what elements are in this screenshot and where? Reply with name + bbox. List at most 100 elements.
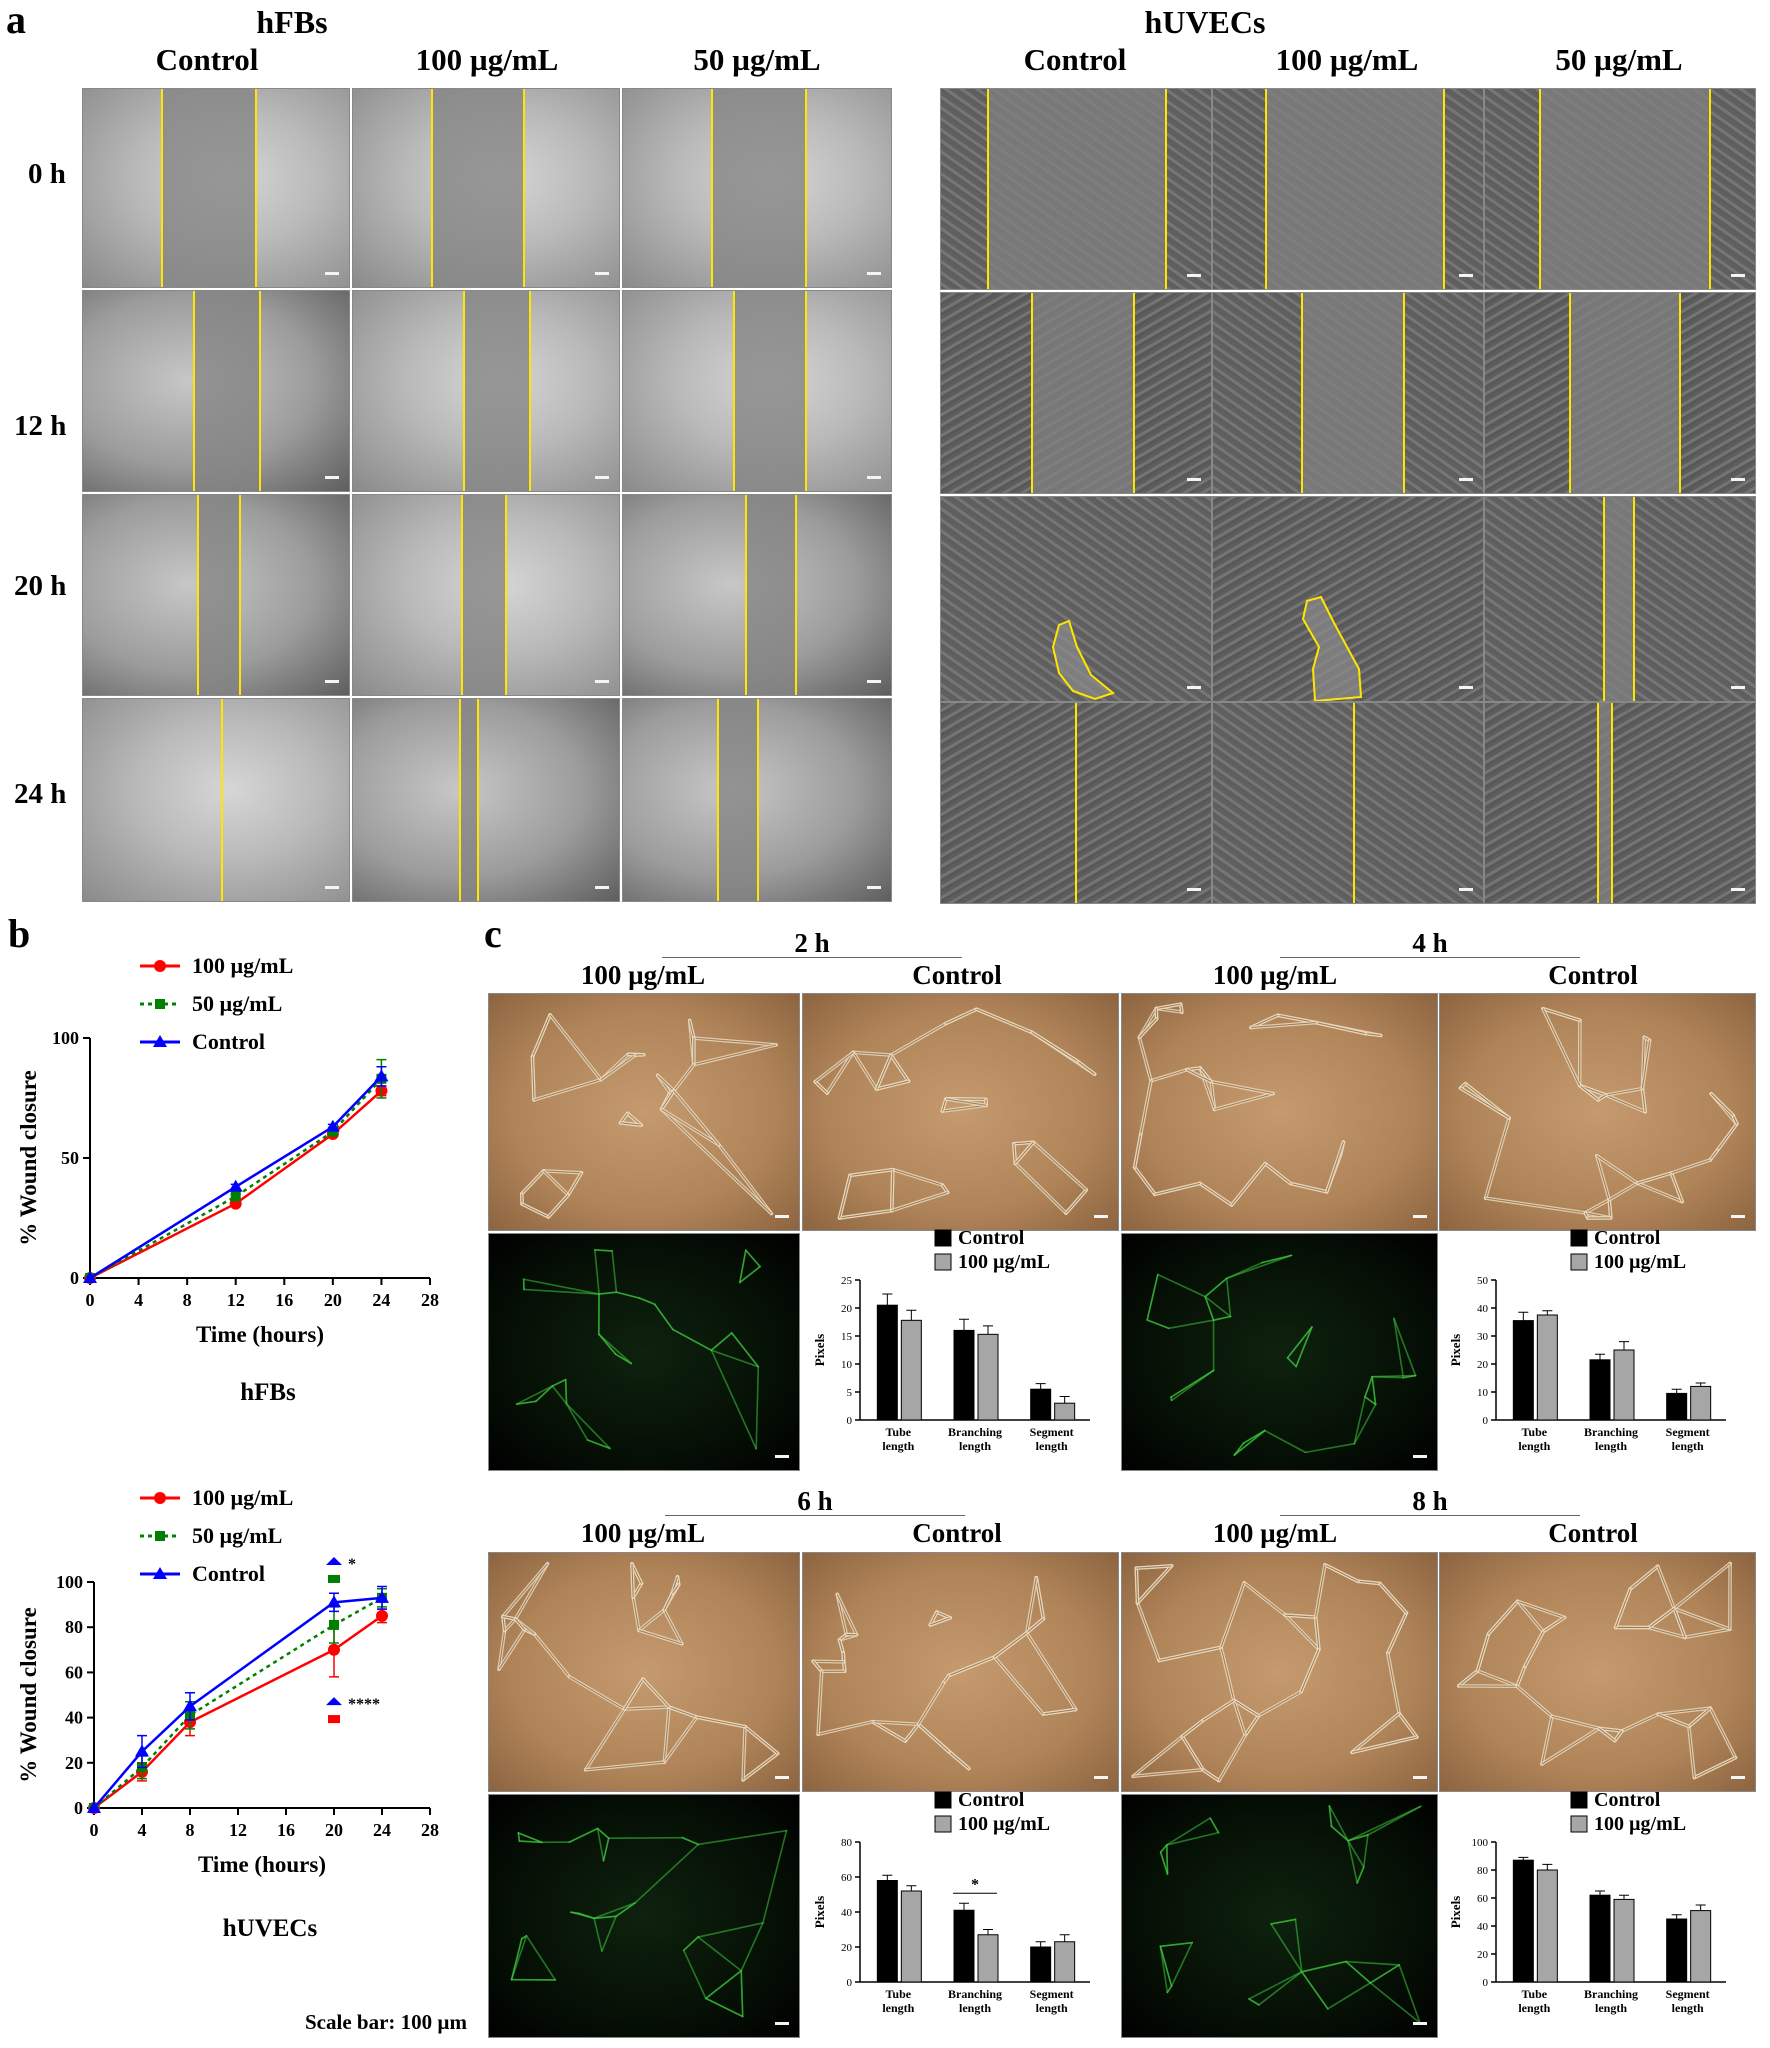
a-col-hfbs-100: 100 µg/mL: [415, 42, 559, 77]
micro-huvecs-100-12h: [1212, 292, 1484, 494]
huvecs-sig-marker: [328, 1574, 340, 1583]
bar-chart-6h: 020406080PixelsTubelengthBranchinglength…: [812, 1790, 1090, 2015]
micro-hfbs-control-12h: [82, 290, 350, 492]
micro-hfbs-100-24h: [352, 698, 620, 902]
hfbs-xtick-label: 20: [324, 1290, 342, 1310]
bar-chart-8h: 020406080100PixelsTubelengthBranchinglen…: [1448, 1790, 1726, 2015]
micro-huvecs-50-0h: [1484, 88, 1756, 290]
bar8h-ytick-label: 100: [1472, 1837, 1489, 1849]
chart-huvecs-wound-closure: 0 4 8 12 16 20 24 28 0 20 40 60 80 100 Time (hours) % W…: [16, 1485, 439, 1942]
micro-hfbs-100-0h: [352, 88, 620, 288]
bar4h-ytick-label: 30: [1477, 1331, 1489, 1343]
a-col-huvecs-50: 50 µg/mL: [1555, 42, 1683, 77]
bar4h-ylabel: Pixels: [1448, 1334, 1463, 1367]
bar2h-errbar: [882, 1293, 893, 1306]
hfbs-legend-marker: [154, 960, 166, 972]
bar6h-cat-label: length: [1036, 2001, 1068, 2015]
huvecs-ytick-label: 0: [74, 1798, 83, 1818]
hfbs-legend-marker: [155, 999, 165, 1009]
hfbs-legend-label: Control: [192, 1029, 265, 1054]
huvecs-ytick-label: 80: [65, 1617, 83, 1637]
bar8h-errbar: [1595, 1890, 1605, 1896]
bar6h-cat-label: length: [882, 2001, 914, 2015]
bar6h-legend-label: Control: [958, 1790, 1025, 1811]
bar4h-ytick-label: 40: [1477, 1303, 1489, 1315]
bar4h-errbar: [1542, 1310, 1553, 1315]
bar8h-legend-label: Control: [1594, 1790, 1661, 1811]
a-row-24h: 24 h: [14, 778, 67, 810]
a-row-0h: 0 h: [28, 158, 66, 190]
hfbs-xtick-label: 4: [134, 1290, 143, 1310]
tube-fluo-4h-100: [1121, 1233, 1438, 1471]
bar6h-sig-label: *: [971, 1876, 979, 1893]
bar2h-legend-swatch: [934, 1229, 952, 1247]
bar6h-cat-label: Branching: [948, 1987, 1002, 2001]
micro-hfbs-100-20h: [352, 494, 620, 696]
a-row-20h: 20 h: [14, 570, 67, 602]
bar2h-cat-label: Segment: [1030, 1425, 1074, 1439]
huvecs-legend-marker: [154, 1492, 166, 1504]
bar8h-cat-label: Branching: [1584, 1987, 1638, 2001]
bar2h-errbar: [906, 1309, 917, 1321]
bar4h-cat-label: length: [1518, 1439, 1550, 1453]
huvecs-sig-label: ****: [348, 1696, 380, 1713]
bar6h-errbar: [1035, 1941, 1046, 1947]
c-col-8h-100: 100 µg/mL: [1212, 1518, 1338, 1548]
bar8h-cat-label: length: [1672, 2001, 1704, 2015]
tube-fluo-2h-100: [488, 1233, 800, 1471]
bar6h-bar: [900, 1890, 922, 1983]
tube-fluo-8h-100: [1121, 1794, 1438, 2038]
huvecs-point: [328, 1643, 340, 1656]
bar6h-legend-label: 100 µg/mL: [958, 1813, 1050, 1835]
panel-b-letter: b: [8, 911, 31, 956]
huvecs-ylabel: % Wound closure: [16, 1607, 41, 1783]
bar4h-bar: [1666, 1392, 1688, 1421]
micro-hfbs-control-0h: [82, 88, 350, 288]
hfbs-xtick-label: 24: [372, 1290, 390, 1310]
bar2h-cat-label: length: [959, 1439, 991, 1453]
bar6h-errbar: [882, 1874, 893, 1881]
micro-hfbs-50-24h: [622, 698, 892, 902]
c-col-8h-control: Control: [1548, 1518, 1638, 1548]
micro-hfbs-control-24h: [82, 698, 350, 902]
bar8h-bar: [1666, 1918, 1688, 1983]
micro-hfbs-control-20h: [82, 494, 350, 696]
hfbs-point: [83, 1271, 97, 1283]
huvecs-point: [329, 1619, 339, 1630]
micro-hfbs-50-12h: [622, 290, 892, 492]
huvecs-sig-label: *: [348, 1556, 356, 1573]
bar2h-cat-label: length: [882, 1439, 914, 1453]
bar-chart-2h: 0510152025PixelsTubelengthBranchinglengt…: [812, 1228, 1090, 1453]
micro-huvecs-50-12h: [1484, 292, 1756, 494]
huvecs-sig-marker-control: [326, 1556, 342, 1565]
bar8h-cat-label: length: [1595, 2001, 1627, 2015]
bar2h-bar: [953, 1329, 975, 1421]
micro-huvecs-50-24h: [1484, 702, 1756, 904]
hfbs-ytick-label: 100: [52, 1028, 79, 1048]
bar2h-errbar: [1059, 1395, 1070, 1404]
huvecs-point: [135, 1744, 149, 1757]
micro-huvecs-control-24h: [940, 702, 1212, 904]
hfbs-point: [374, 1069, 389, 1082]
bar6h-ytick-label: 0: [847, 1977, 853, 1989]
hfbs-legend-label: 100 µg/mL: [192, 953, 293, 978]
tube-bf-6h-100: [488, 1552, 800, 1792]
c-time-8h-rule: [1280, 1515, 1580, 1516]
bar2h-bar: [977, 1333, 999, 1421]
hfbs-xtick-label: 8: [183, 1290, 192, 1310]
bar6h-ytick-label: 60: [841, 1872, 853, 1884]
bar6h-ytick-label: 40: [841, 1907, 853, 1919]
bar4h-errbar: [1619, 1341, 1629, 1350]
bar4h-ytick-label: 20: [1477, 1359, 1489, 1371]
bar8h-legend-label: 100 µg/mL: [1594, 1813, 1686, 1835]
bar6h-bar: [977, 1934, 999, 1983]
huvecs-point: [375, 1590, 389, 1603]
bar4h-legend-swatch: [1570, 1229, 1588, 1247]
bar6h-errbar: [983, 1929, 993, 1935]
micro-huvecs-control-20h: [940, 496, 1212, 702]
tube-fluo-6h-100: [488, 1794, 800, 2038]
bar2h-legend-swatch: [934, 1253, 952, 1271]
huvecs-point: [327, 1595, 341, 1608]
bar6h-cat-label: length: [959, 2001, 991, 2015]
micro-huvecs-50-20h: [1484, 496, 1756, 702]
